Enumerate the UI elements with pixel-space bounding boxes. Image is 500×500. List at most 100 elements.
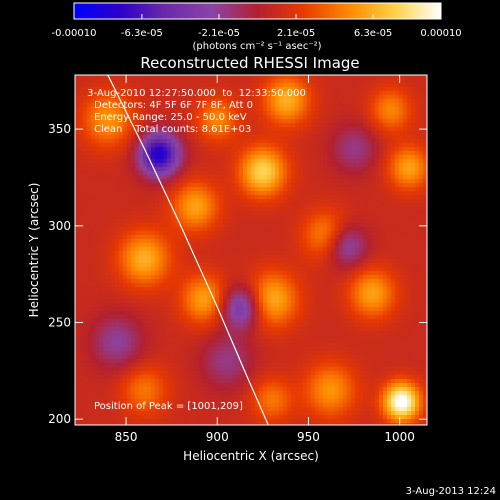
heatmap-cell	[207, 243, 211, 247]
heatmap-cell	[291, 207, 295, 211]
heatmap-cell	[131, 231, 135, 235]
heatmap-cell	[195, 187, 199, 191]
heatmap-cell	[227, 199, 231, 203]
heatmap-cell	[103, 179, 107, 183]
heatmap-cell	[79, 151, 83, 155]
heatmap-cell	[335, 163, 339, 167]
heatmap-cell	[283, 95, 287, 99]
heatmap-cell	[79, 295, 83, 299]
heatmap-cell	[263, 243, 267, 247]
heatmap-cell	[151, 139, 155, 143]
heatmap-cell	[267, 203, 271, 207]
heatmap-cell	[291, 219, 295, 223]
heatmap-cell	[295, 131, 299, 135]
heatmap-cell	[323, 207, 327, 211]
heatmap-cell	[99, 275, 103, 279]
heatmap-cell	[355, 155, 359, 159]
heatmap-cell	[95, 211, 99, 215]
heatmap-cell	[311, 131, 315, 135]
heatmap-cell	[147, 299, 151, 303]
heatmap-cell	[351, 155, 355, 159]
heatmap-cell	[135, 203, 139, 207]
heatmap-cell	[179, 211, 183, 215]
heatmap-cell	[367, 99, 371, 103]
heatmap-cell	[219, 95, 223, 99]
heatmap-cell	[263, 283, 267, 287]
heatmap-cell	[371, 259, 375, 263]
heatmap-cell	[295, 291, 299, 295]
heatmap-cell	[203, 207, 207, 211]
heatmap-cell	[111, 295, 115, 299]
heatmap-cell	[291, 131, 295, 135]
heatmap-cell	[251, 299, 255, 303]
heatmap-cell	[91, 111, 95, 115]
heatmap-cell	[223, 271, 227, 275]
heatmap-cell	[251, 127, 255, 131]
heatmap-cell	[75, 187, 79, 191]
heatmap-cell	[359, 211, 363, 215]
heatmap-cell	[147, 119, 151, 123]
heatmap-cell	[383, 215, 387, 219]
heatmap-cell	[287, 147, 291, 151]
heatmap-cell	[335, 295, 339, 299]
heatmap-cell	[415, 231, 419, 235]
heatmap-cell	[419, 75, 423, 79]
heatmap-cell	[283, 239, 287, 243]
heatmap-cell	[343, 183, 347, 187]
heatmap-cell	[199, 87, 203, 91]
heatmap-cell	[163, 223, 167, 227]
heatmap-cell	[179, 255, 183, 259]
heatmap-cell	[167, 243, 171, 247]
heatmap-cell	[143, 279, 147, 283]
heatmap-cell	[271, 183, 275, 187]
heatmap-cell	[339, 99, 343, 103]
heatmap-cell	[411, 207, 415, 211]
heatmap-cell	[263, 187, 267, 191]
heatmap-cell	[119, 255, 123, 259]
heatmap-cell	[255, 87, 259, 91]
heatmap-cell	[419, 231, 423, 235]
heatmap-cell	[251, 115, 255, 119]
heatmap-cell	[159, 123, 163, 127]
heatmap-cell	[339, 291, 343, 295]
heatmap-cell	[99, 79, 103, 83]
heatmap-cell	[99, 99, 103, 103]
heatmap-cell	[227, 203, 231, 207]
heatmap-cell	[171, 227, 175, 231]
heatmap-cell	[359, 175, 363, 179]
heatmap-cell	[351, 175, 355, 179]
heatmap-cell	[91, 131, 95, 135]
heatmap-cell	[319, 251, 323, 255]
heatmap-cell	[99, 139, 103, 143]
heatmap-cell	[291, 163, 295, 167]
heatmap-cell	[179, 191, 183, 195]
heatmap-cell	[175, 179, 179, 183]
heatmap-cell	[363, 243, 367, 247]
heatmap-cell	[295, 195, 299, 199]
heatmap-cell	[371, 199, 375, 203]
heatmap-cell	[123, 247, 127, 251]
heatmap-cell	[147, 279, 151, 283]
heatmap-cell	[215, 219, 219, 223]
heatmap-cell	[247, 251, 251, 255]
heatmap-cell	[147, 259, 151, 263]
heatmap-cell	[423, 191, 427, 195]
heatmap-cell	[191, 75, 195, 79]
heatmap-cell	[403, 171, 407, 175]
heatmap-cell	[163, 215, 167, 219]
heatmap-cell	[215, 263, 219, 267]
heatmap-cell	[283, 219, 287, 223]
heatmap-cell	[147, 239, 151, 243]
heatmap-cell	[263, 195, 267, 199]
heatmap-cell	[395, 259, 399, 263]
heatmap-cell	[299, 235, 303, 239]
heatmap-cell	[151, 267, 155, 271]
heatmap-cell	[347, 119, 351, 123]
heatmap-cell	[323, 191, 327, 195]
heatmap-cell	[191, 211, 195, 215]
heatmap-cell	[159, 295, 163, 299]
heatmap-cell	[227, 131, 231, 135]
heatmap-cell	[415, 291, 419, 295]
heatmap-cell	[159, 267, 163, 271]
heatmap-cell	[207, 239, 211, 243]
